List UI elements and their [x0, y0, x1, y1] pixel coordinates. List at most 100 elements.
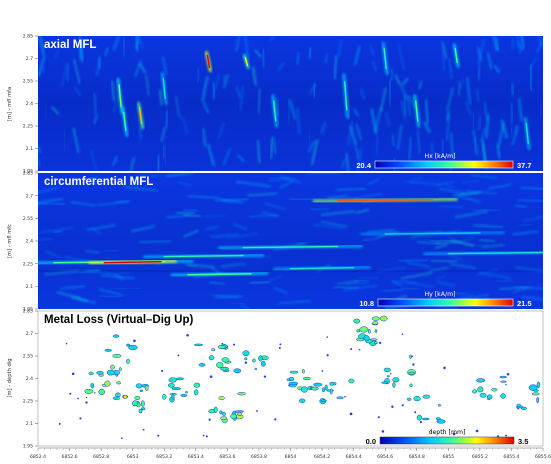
field-streak [367, 178, 380, 186]
metal-loss-spot [409, 383, 413, 388]
metal-loss-spot [363, 335, 370, 342]
metal-loss-spot [84, 388, 94, 394]
metal-loss-spot [386, 375, 390, 378]
field-streak [406, 281, 434, 288]
x-tick-label: 6852.4 [30, 454, 46, 460]
metal-loss-speck [256, 410, 258, 412]
colorbar-gradient-circumferential [377, 298, 514, 307]
field-streak [481, 244, 505, 249]
field-streak [296, 51, 300, 65]
field-streak [186, 264, 198, 267]
field-streak [73, 86, 81, 96]
field-streak [162, 56, 168, 77]
field-streak [257, 88, 261, 116]
field-streak [38, 186, 60, 194]
field-streak [361, 237, 378, 242]
field-streak [446, 110, 450, 122]
hotspot [337, 198, 434, 202]
field-streak [164, 173, 193, 177]
field-streak [464, 101, 472, 116]
metal-loss-spot [491, 388, 498, 392]
field-streak [38, 55, 46, 77]
y-axis-label-circumferential: [m] - mfl mfc [7, 224, 13, 258]
metal-loss-spot [254, 367, 258, 371]
hotspot [384, 232, 481, 235]
field-streak [70, 201, 96, 207]
field-streak [437, 281, 456, 287]
hotspot [163, 254, 244, 258]
metal-loss-spot [118, 367, 122, 372]
field-streak [437, 181, 454, 186]
metal-loss-speck [133, 339, 136, 343]
metal-loss-spot [96, 371, 104, 375]
metal-loss-spot [144, 385, 149, 392]
field-streak [38, 227, 73, 234]
field-streak [38, 145, 42, 153]
field-streak [518, 98, 523, 122]
colorbar-max-metal-loss: 3.5 [518, 437, 528, 446]
field-streak [272, 136, 277, 154]
field-streak [485, 114, 490, 139]
field-streak [72, 127, 80, 154]
field-streak [157, 154, 160, 171]
field-streak [235, 85, 242, 99]
metal-loss-spot [359, 326, 369, 333]
metal-loss-spot [536, 396, 539, 404]
panel-metal-loss: Metal Loss (Virtual–Dig Up) 2.852.72.552… [7, 309, 544, 450]
field-streak [516, 36, 522, 54]
field-streak [344, 281, 369, 286]
field-streak [93, 92, 97, 115]
axial-hotspots [38, 36, 543, 171]
field-streak [38, 237, 52, 241]
metal-loss-spot [180, 394, 188, 397]
field-streak [38, 198, 63, 204]
metal-loss-speck [326, 336, 328, 338]
field-streak [78, 36, 83, 63]
metal-loss-speck [321, 370, 324, 372]
metal-loss-clusters [58, 315, 541, 440]
field-streak [130, 225, 156, 233]
hotspot [103, 260, 162, 264]
metal-loss-spot [437, 404, 442, 407]
metal-loss-speck [350, 348, 353, 351]
field-streak [275, 97, 279, 117]
metal-loss-spot [329, 388, 333, 395]
field-streak [355, 193, 383, 200]
metal-loss-speck [58, 422, 61, 425]
field-streak [218, 122, 225, 139]
metal-loss-spot [479, 392, 487, 398]
field-streak [446, 87, 454, 111]
metal-loss-spot [367, 329, 371, 334]
metal-loss-spot [134, 395, 141, 400]
metal-loss-spot [289, 370, 299, 374]
field-streak [465, 190, 498, 195]
metal-loss-spot [193, 343, 203, 346]
metal-loss-spot [372, 321, 379, 325]
metal-loss-spot [116, 381, 121, 385]
colorbar-gradient-axial [374, 160, 514, 169]
field-streak [86, 270, 112, 275]
y-tick-label: 2.85 [23, 171, 33, 177]
field-streak [59, 285, 85, 290]
metal-loss-speck [142, 428, 145, 431]
metal-loss-spot [221, 357, 230, 363]
field-streak [202, 128, 207, 147]
metal-loss-speck [452, 432, 456, 436]
field-streak [212, 82, 216, 100]
y-tick-label: 2.1 [26, 284, 33, 290]
field-streak [476, 90, 480, 102]
y-tick-label: 2.1 [26, 146, 33, 152]
metal-loss-spot [409, 354, 412, 359]
metal-loss-spot [171, 394, 175, 400]
field-streak [130, 157, 135, 171]
field-streak [204, 225, 220, 231]
field-streak [375, 134, 379, 157]
metal-loss-speck [161, 369, 164, 372]
metal-loss-spot [310, 386, 319, 391]
field-streak [368, 44, 375, 56]
field-streak [343, 284, 378, 292]
metal-loss-speck [208, 418, 211, 421]
field-streak [158, 89, 163, 106]
y-ticks-axial: 2.85 2.7 2.55 2.4 2.25 2.1 1.95 [23, 34, 38, 175]
field-streak [536, 39, 543, 53]
